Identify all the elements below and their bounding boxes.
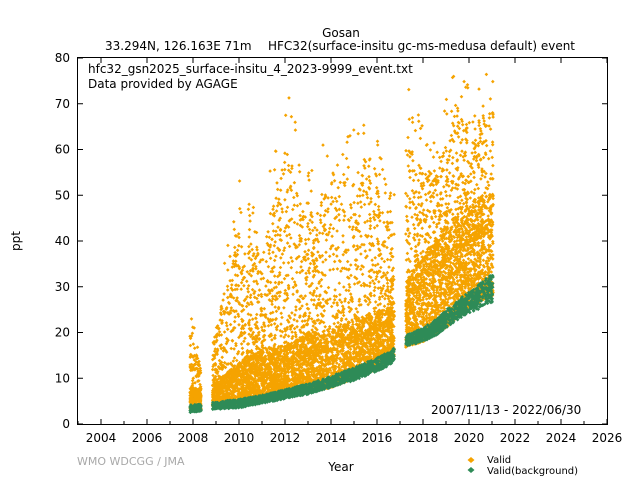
- x-axis-label: Year: [327, 460, 353, 474]
- filename-annotation: hfc32_gsn2025_surface-insitu_4_2023-9999…: [88, 62, 413, 76]
- y-tick-label: 20: [55, 326, 70, 340]
- axis-ticks: 2004 2006 2008 2010 2012 2014 2016 2018 2020 2022…: [55, 51, 623, 445]
- y-tick-label: 0: [62, 417, 70, 431]
- x-tick-label: 2020: [454, 431, 485, 445]
- y-axis-label: ppt: [9, 231, 23, 251]
- x-tick-label: 2022: [500, 431, 531, 445]
- series-description: HFC32(surface-insitu gc-ms-medusa defaul…: [268, 39, 575, 53]
- y-tick-label: 60: [55, 143, 70, 157]
- y-tick-label: 80: [55, 51, 70, 65]
- valid-series: [188, 72, 495, 413]
- legend-valid-label: Valid: [487, 455, 511, 466]
- provider-annotation: Data provided by AGAGE: [88, 77, 238, 91]
- period-annotation: 2007/11/13 - 2022/06/30: [431, 403, 581, 417]
- x-tick-label: 2016: [362, 431, 393, 445]
- legend-valid-marker: [467, 457, 475, 463]
- y-tick-label: 10: [55, 371, 70, 385]
- legend-background-marker: [467, 467, 475, 473]
- station-title: Gosan: [322, 26, 360, 40]
- y-tick-label: 30: [55, 280, 70, 294]
- plot-frame: [77, 57, 608, 425]
- x-tick-label: 2014: [316, 431, 347, 445]
- y-tick-label: 50: [55, 188, 70, 202]
- y-tick-label: 70: [55, 97, 70, 111]
- y-tick-label: 40: [55, 234, 70, 248]
- x-tick-label: 2006: [132, 431, 163, 445]
- x-tick-label: 2010: [224, 431, 255, 445]
- legend-background-label: Valid(background): [487, 466, 578, 477]
- x-tick-label: 2004: [86, 431, 117, 445]
- x-tick-label: 2026: [592, 431, 623, 445]
- x-tick-label: 2018: [408, 431, 439, 445]
- x-tick-label: 2012: [270, 431, 301, 445]
- legend: Valid Valid(background): [467, 455, 578, 477]
- series-markers: [188, 109, 495, 399]
- location-label: 33.294N, 126.163E 71m: [105, 39, 252, 53]
- x-tick-label: 2008: [178, 431, 209, 445]
- x-tick-label: 2024: [546, 431, 577, 445]
- credit-label: WMO WDCGG / JMA: [77, 455, 185, 468]
